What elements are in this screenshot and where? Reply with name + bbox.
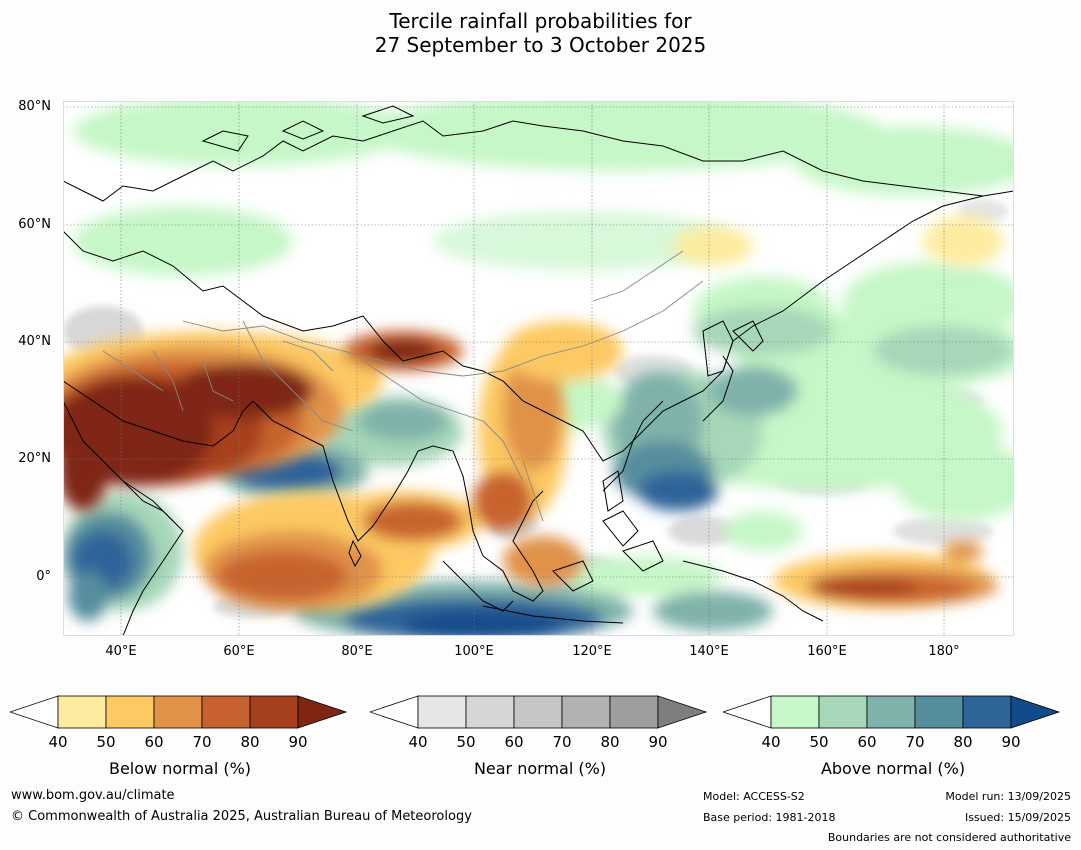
lon-label-180: 180° xyxy=(928,644,960,659)
below-tick-80: 80 xyxy=(240,733,260,751)
lat-label-40n: 40°N xyxy=(18,334,51,349)
colorbar-max-arrow xyxy=(297,695,348,729)
below-tick-70: 70 xyxy=(192,733,212,751)
colorbar-swatch xyxy=(914,695,964,729)
near-tick-90: 90 xyxy=(648,733,668,751)
above-tick-60: 60 xyxy=(857,733,877,751)
colorbar-max-arrow xyxy=(657,695,708,729)
below-tick-60: 60 xyxy=(144,733,164,751)
above-tick-80: 80 xyxy=(953,733,973,751)
near-tick-80: 80 xyxy=(600,733,620,751)
map-frame xyxy=(63,101,1014,636)
lon-label-120e: 120°E xyxy=(572,644,612,659)
near-tick-50: 50 xyxy=(456,733,476,751)
near-tick-40: 40 xyxy=(408,733,428,751)
coastlines xyxy=(62,105,1015,637)
lon-label-40e: 40°E xyxy=(105,644,137,659)
copyright-text: © Commonwealth of Australia 2025, Austra… xyxy=(11,809,472,824)
below-tick-90: 90 xyxy=(288,733,308,751)
map-canvas xyxy=(43,91,1033,641)
colorbar-max-arrow xyxy=(1010,695,1061,729)
lat-label-80n: 80°N xyxy=(18,99,51,114)
colorbar-swatch xyxy=(153,695,203,729)
colorbar-swatch xyxy=(513,695,563,729)
country-borders xyxy=(102,250,704,522)
disclaimer-text: Boundaries are not considered authoritat… xyxy=(827,831,1071,844)
colorbar-min-arrow xyxy=(368,695,419,729)
colorbar-min-arrow xyxy=(8,695,59,729)
near-tick-70: 70 xyxy=(552,733,572,751)
below-normal-areas xyxy=(43,216,1003,611)
base-period-text: Base period: 1981-2018 xyxy=(703,811,836,824)
model-text: Model: ACCESS-S2 xyxy=(703,790,805,803)
colorbar-near-normal xyxy=(368,695,710,733)
lon-label-80e: 80°E xyxy=(341,644,373,659)
lat-label-60n: 60°N xyxy=(18,217,51,232)
lon-label-60e: 60°E xyxy=(223,644,255,659)
above-tick-40: 40 xyxy=(761,733,781,751)
below-normal-title: Below normal (%) xyxy=(108,759,252,778)
lon-label-100e: 100°E xyxy=(454,644,494,659)
model-run-text: Model run: 13/09/2025 xyxy=(945,790,1071,803)
colorbar-swatch xyxy=(57,695,107,729)
lat-label-0: 0° xyxy=(36,569,51,584)
above-tick-70: 70 xyxy=(905,733,925,751)
issued-text: Issued: 15/09/2025 xyxy=(964,811,1071,824)
lon-label-140e: 140°E xyxy=(689,644,729,659)
colorbar-swatch xyxy=(770,695,820,729)
forecast-map xyxy=(43,91,1033,641)
colorbar-swatch xyxy=(465,695,515,729)
bom-url-link[interactable]: www.bom.gov.au/climate xyxy=(11,788,175,803)
colorbar-below-normal xyxy=(8,695,350,733)
colorbar-above-swatches xyxy=(721,695,1061,729)
above-tick-90: 90 xyxy=(1001,733,1021,751)
near-tick-60: 60 xyxy=(504,733,524,751)
colorbar-below-swatches xyxy=(8,695,348,729)
colorbar-swatch xyxy=(249,695,299,729)
map-title: Tercile rainfall probabilities for 27 Se… xyxy=(0,9,1081,57)
colorbar-swatch xyxy=(962,695,1012,729)
above-normal-title: Above normal (%) xyxy=(820,759,966,778)
title-line-2: 27 September to 3 October 2025 xyxy=(374,33,707,57)
colorbar-min-arrow xyxy=(721,695,772,729)
colorbar-swatch xyxy=(105,695,155,729)
near-normal-title: Near normal (%) xyxy=(473,759,607,778)
colorbar-swatch xyxy=(201,695,251,729)
colorbar-above-normal xyxy=(721,695,1063,733)
lat-label-20n: 20°N xyxy=(18,451,51,466)
title-line-1: Tercile rainfall probabilities for xyxy=(389,9,692,33)
below-tick-40: 40 xyxy=(48,733,68,751)
below-tick-50: 50 xyxy=(96,733,116,751)
colorbar-swatch xyxy=(818,695,868,729)
lon-label-160e: 160°E xyxy=(807,644,847,659)
colorbar-swatch xyxy=(866,695,916,729)
colorbar-near-swatches xyxy=(368,695,708,729)
above-normal-areas xyxy=(63,91,1033,641)
above-tick-50: 50 xyxy=(809,733,829,751)
colorbar-swatch xyxy=(609,695,659,729)
colorbar-swatch xyxy=(417,695,467,729)
colorbar-swatch xyxy=(561,695,611,729)
